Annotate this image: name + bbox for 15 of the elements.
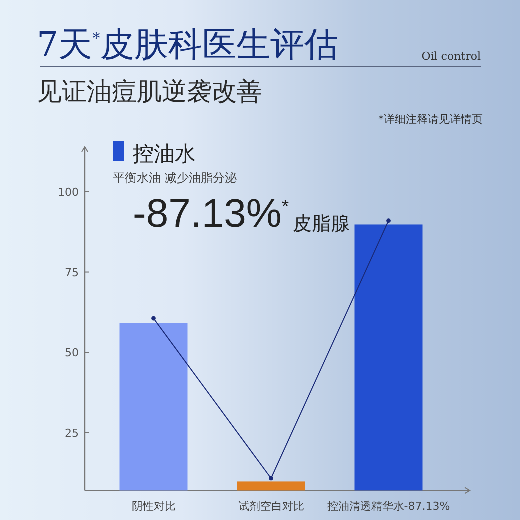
annotation: 控油水 — [133, 141, 196, 168]
y-tick-label: 75 — [65, 266, 79, 280]
x-tick-label: 控油清透精华水-87.13% — [327, 500, 450, 513]
title: 7天$^{*}$皮肤科医生评估 — [37, 24, 338, 67]
annotation: 平衡水油 减少油脂分泌 — [113, 170, 237, 187]
annotation: 皮脂腺 — [293, 212, 350, 237]
y-tick-label: 100 — [58, 186, 79, 199]
annotation: -87.13%$^{*}$ — [133, 192, 289, 237]
annotation: *详细注释请见详情页 — [378, 112, 483, 127]
annotation: Oil control — [422, 50, 481, 63]
y-tick-label: 25 — [65, 426, 79, 440]
x-tick-label: 阴性对比 — [132, 500, 176, 513]
x-tick-label: 试剂空白对比 — [238, 500, 304, 513]
subtitle: 见证油痘肌逆袭改善 — [37, 76, 262, 108]
y-tick-label: 50 — [65, 346, 79, 360]
